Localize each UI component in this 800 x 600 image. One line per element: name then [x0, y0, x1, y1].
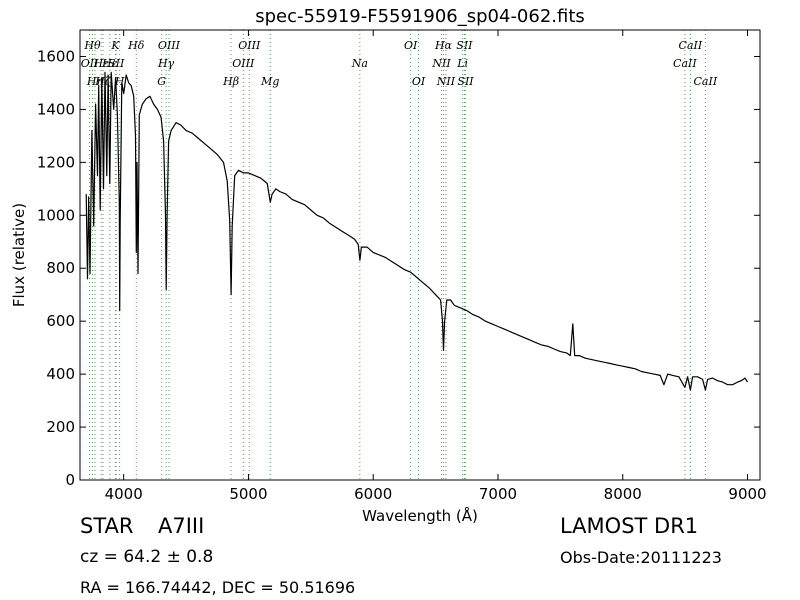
spectral-line-label: Na: [351, 57, 368, 70]
y-tick-label: 800: [46, 259, 75, 277]
y-tick-label: 1400: [37, 100, 75, 118]
observation-date: Obs-Date:20111223: [560, 548, 722, 567]
spectral-line-label: Hβ: [222, 75, 239, 88]
spectral-line-label: Mg: [260, 75, 279, 88]
spectral-line-label: K: [110, 39, 120, 52]
spectral-line-label: Hη: [86, 75, 104, 88]
spectral-line-label: G: [157, 75, 166, 88]
y-tick-label: 1000: [37, 206, 75, 224]
spectral-line-label: CaII: [673, 57, 697, 70]
plot-frame: [79, 29, 761, 481]
y-tick-label: 1600: [37, 47, 75, 65]
y-tick-label: 200: [46, 418, 75, 436]
x-tick-label: 9000: [728, 485, 766, 503]
spectral-line-label: OI: [404, 39, 418, 52]
spectral-line-label: OIII: [238, 39, 261, 52]
spectral-line-label: CaII: [679, 39, 703, 52]
spectral-line-label: Hζ: [94, 75, 112, 88]
x-tick-label: 6000: [354, 485, 392, 503]
spectral-line-label: NII: [436, 75, 456, 88]
x-tick-label: 4000: [105, 485, 143, 503]
x-tick-label: 7000: [479, 485, 517, 503]
y-axis-label: Flux (relative): [10, 203, 28, 307]
spectral-line-label: Hδ: [127, 39, 145, 52]
spectral-subclass: A7III: [158, 514, 205, 538]
redshift-cz: cz = 64.2 ± 0.8: [80, 547, 214, 567]
spectral-line-label: SII: [456, 39, 473, 52]
y-tick-label: 1200: [37, 153, 75, 171]
object-class: STAR: [80, 514, 134, 538]
coordinates: RA = 166.74442, DEC = 50.51696: [80, 578, 356, 597]
y-tick-label: 400: [46, 365, 75, 383]
spectral-line-label: NII: [431, 57, 451, 70]
x-tick-label: 5000: [229, 485, 267, 503]
y-tick-label: 600: [46, 312, 75, 330]
spectral-line-label: OI: [412, 75, 426, 88]
spectral-line-label: Hα: [434, 39, 453, 52]
spectral-line-label: SII: [457, 75, 474, 88]
spectral-line-label: Hε: [92, 57, 109, 70]
spectral-line-label: CaII: [694, 75, 718, 88]
spectral-line-label: Li: [456, 57, 468, 70]
spectral-line-label: OIII: [232, 57, 255, 70]
spectral-line-label: Hε: [101, 57, 118, 70]
chart-title: spec-55919-F5591906_sp04-062.fits: [255, 6, 585, 27]
spectrum-line: [85, 71, 749, 391]
y-tick-label: 0: [65, 471, 75, 489]
x-tick-label: 8000: [604, 485, 642, 503]
spectral-line-label: OIII: [158, 39, 181, 52]
spectral-line-label: H: [114, 75, 125, 88]
survey-name: LAMOST DR1: [560, 514, 699, 538]
spectral-line-label: Hθ: [83, 39, 101, 52]
x-axis-label: Wavelength (Å): [362, 506, 478, 525]
spectral-line-label: Hγ: [157, 57, 175, 70]
spectral-line-label: SII: [108, 57, 125, 70]
